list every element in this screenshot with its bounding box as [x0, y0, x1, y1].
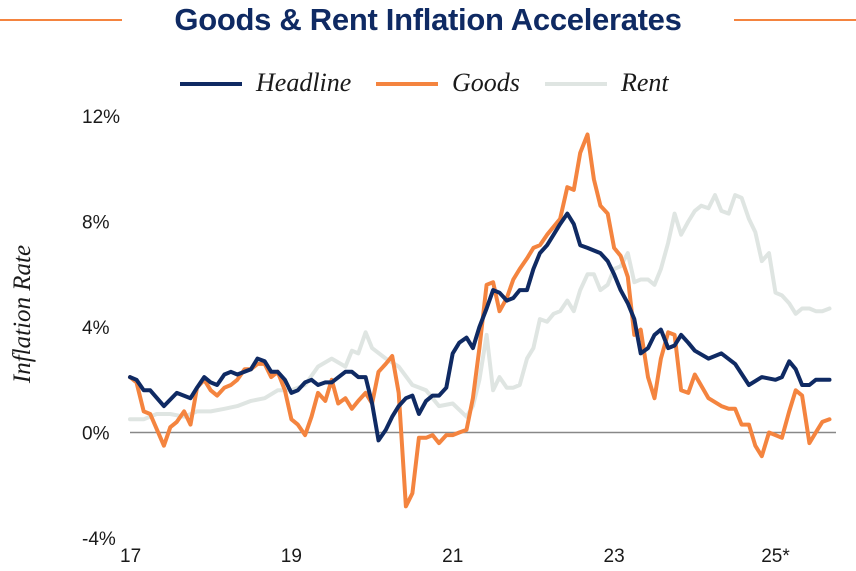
y-tick-label: -4%	[82, 529, 116, 550]
y-tick-label: 4%	[82, 318, 110, 339]
series-line-goods	[128, 132, 832, 509]
chart-title: Goods & Rent Inflation Accelerates	[174, 2, 682, 37]
y-tick-label: 12%	[82, 107, 120, 128]
y-tick-label: 8%	[82, 213, 110, 234]
x-tick-label: 21	[442, 546, 463, 567]
y-tick-label: 0%	[82, 424, 110, 445]
x-tick-label: 25*	[761, 546, 790, 567]
x-tick-label: 19	[281, 546, 302, 567]
legend-swatch-rent	[545, 82, 607, 86]
legend-label-goods: Goods	[452, 68, 520, 97]
title-bar: Goods & Rent Inflation Accelerates	[0, 0, 856, 44]
series-line-rent	[128, 193, 832, 422]
legend-label-rent: Rent	[621, 68, 669, 97]
x-tick-label: 23	[604, 546, 625, 567]
legend-swatch-goods	[376, 82, 438, 86]
legend-swatch-headline	[180, 82, 242, 86]
series-line-headline	[128, 211, 832, 443]
x-tick-label: 17	[120, 546, 141, 567]
title-rule-left	[0, 19, 122, 21]
legend: Headline Goods Rent	[0, 66, 856, 102]
title-rule-right	[734, 19, 856, 21]
legend-label-headline: Headline	[256, 68, 352, 97]
